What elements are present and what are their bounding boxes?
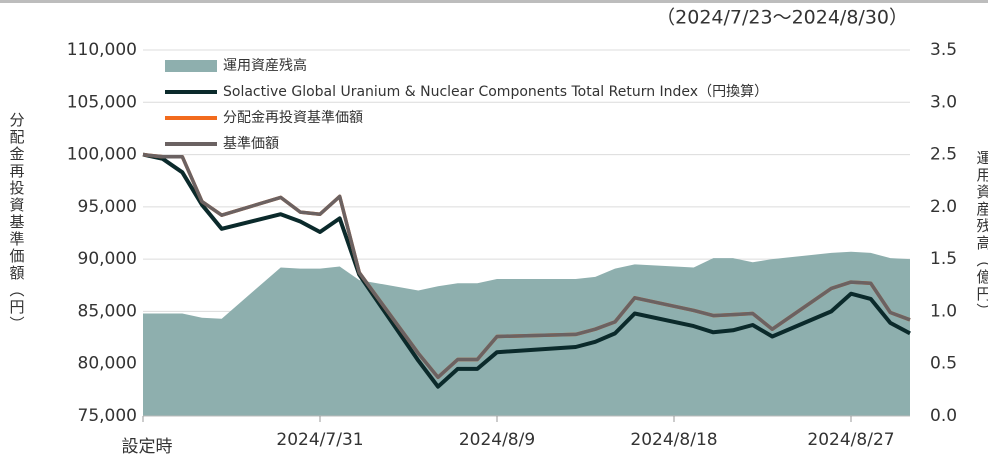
top-rule — [0, 0, 988, 3]
subtitle: （2024/7/23～2024/8/30） — [656, 7, 908, 29]
y-tick-label: 95,000 — [78, 197, 137, 217]
y2-tick-label: 3.5 — [930, 40, 957, 60]
y-axis-title: 分配金再投資基準価額（円） — [8, 112, 26, 333]
line — [142, 152, 911, 389]
x-tick-label: 2024/7/31 — [276, 430, 363, 450]
x-tick-label: 2024/8/9 — [459, 430, 535, 450]
y-tick-label: 110,000 — [67, 40, 137, 60]
area — [143, 251, 910, 416]
y-tick-label: 100,000 — [67, 145, 137, 165]
legend-label: Solactive Global Uranium & Nuclear Compo… — [223, 84, 768, 100]
legend-swatch — [165, 60, 217, 72]
legend-label: 分配金再投資基準価額 — [223, 109, 363, 126]
legend-label: 基準価額 — [223, 135, 279, 152]
y2-tick-label: 0.0 — [930, 406, 957, 426]
y2-tick-label: 0.5 — [930, 354, 957, 374]
x-tick-label: 設定時 — [122, 437, 173, 457]
x-tick-label: 2024/8/18 — [630, 430, 717, 450]
y-tick-label: 75,000 — [78, 406, 137, 426]
y-tick-label: 105,000 — [67, 92, 137, 112]
legend-label: 運用資産残高 — [223, 57, 307, 74]
x-tick-label: 2024/8/27 — [807, 430, 894, 450]
y2-tick-label: 1.5 — [930, 249, 957, 269]
y-tick-label: 85,000 — [78, 301, 137, 321]
y-tick-label: 90,000 — [78, 249, 137, 269]
line — [142, 152, 911, 380]
y2-tick-label: 2.5 — [930, 145, 957, 165]
y2-tick-label: 1.0 — [930, 301, 957, 321]
y-tick-label: 80,000 — [78, 354, 137, 374]
y2-tick-label: 3.0 — [930, 92, 957, 112]
y2-axis-title: 運用資産残高（億円） — [975, 150, 988, 320]
y2-tick-label: 2.0 — [930, 197, 957, 217]
